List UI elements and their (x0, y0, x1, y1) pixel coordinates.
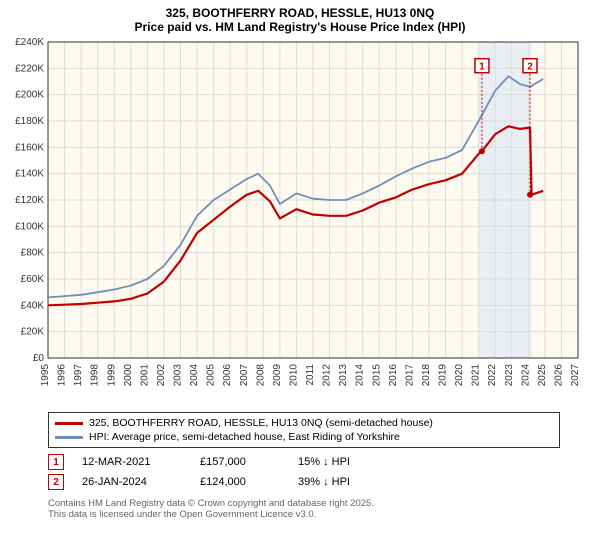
svg-text:£120K: £120K (15, 195, 44, 206)
svg-text:2009: 2009 (272, 364, 283, 387)
sale-diff: 15% ↓ HPI (298, 456, 398, 468)
sale-row: 1 12-MAR-2021 £157,000 15% ↓ HPI (48, 452, 560, 472)
svg-text:2008: 2008 (255, 364, 266, 387)
legend-swatch (55, 422, 83, 425)
svg-text:2026: 2026 (553, 364, 564, 387)
sale-date: 12-MAR-2021 (82, 456, 182, 468)
svg-text:1998: 1998 (90, 364, 101, 387)
line-chart: £0£20K£40K£60K£80K£100K£120K£140K£160K£1… (48, 36, 578, 406)
legend-label: 325, BOOTHFERRY ROAD, HESSLE, HU13 0NQ (… (89, 417, 433, 429)
sale-diff: 39% ↓ HPI (298, 476, 398, 488)
svg-text:£40K: £40K (21, 300, 45, 311)
svg-text:2022: 2022 (487, 364, 498, 387)
sale-row: 2 26-JAN-2024 £124,000 39% ↓ HPI (48, 472, 560, 492)
svg-text:£60K: £60K (21, 274, 45, 285)
svg-text:£180K: £180K (15, 116, 44, 127)
svg-text:£20K: £20K (21, 327, 45, 338)
chart-container: 325, BOOTHFERRY ROAD, HESSLE, HU13 0NQ P… (0, 0, 600, 560)
svg-text:£240K: £240K (15, 37, 44, 48)
svg-text:2015: 2015 (371, 364, 382, 387)
svg-text:2025: 2025 (537, 364, 548, 387)
legend-item: 325, BOOTHFERRY ROAD, HESSLE, HU13 0NQ (… (55, 416, 553, 430)
svg-text:2007: 2007 (239, 364, 250, 387)
svg-text:£160K: £160K (15, 142, 44, 153)
svg-text:2012: 2012 (322, 364, 333, 387)
svg-text:1999: 1999 (106, 364, 117, 387)
svg-text:2005: 2005 (206, 364, 217, 387)
svg-text:2004: 2004 (189, 364, 200, 387)
svg-text:1995: 1995 (40, 364, 51, 387)
svg-text:£200K: £200K (15, 90, 44, 101)
svg-text:2013: 2013 (338, 364, 349, 387)
svg-text:£0: £0 (33, 353, 45, 364)
svg-text:2001: 2001 (139, 364, 150, 387)
footer: Contains HM Land Registry data © Crown c… (48, 498, 560, 521)
sale-price: £157,000 (200, 456, 280, 468)
chart-area: £0£20K£40K£60K£80K£100K£120K£140K£160K£1… (48, 36, 578, 406)
svg-text:2017: 2017 (404, 364, 415, 387)
svg-text:1: 1 (479, 62, 485, 73)
svg-text:2006: 2006 (222, 364, 233, 387)
svg-text:£80K: £80K (21, 248, 45, 259)
sale-marker: 2 (48, 474, 64, 490)
svg-text:2000: 2000 (123, 364, 134, 387)
svg-text:£100K: £100K (15, 221, 44, 232)
svg-text:2016: 2016 (388, 364, 399, 387)
svg-text:£220K: £220K (15, 63, 44, 74)
svg-text:2020: 2020 (454, 364, 465, 387)
svg-text:2023: 2023 (504, 364, 515, 387)
title-line1: 325, BOOTHFERRY ROAD, HESSLE, HU13 0NQ (0, 6, 600, 20)
svg-text:2003: 2003 (173, 364, 184, 387)
svg-text:£140K: £140K (15, 169, 44, 180)
sale-marker: 1 (48, 454, 64, 470)
footer-line1: Contains HM Land Registry data © Crown c… (48, 498, 560, 509)
legend-swatch (55, 436, 83, 439)
svg-text:2011: 2011 (305, 364, 316, 386)
title-block: 325, BOOTHFERRY ROAD, HESSLE, HU13 0NQ P… (0, 0, 600, 36)
svg-text:2002: 2002 (156, 364, 167, 387)
svg-text:2019: 2019 (438, 364, 449, 387)
svg-text:2021: 2021 (471, 364, 482, 387)
footer-line2: This data is licensed under the Open Gov… (48, 509, 560, 520)
legend: 325, BOOTHFERRY ROAD, HESSLE, HU13 0NQ (… (48, 412, 560, 448)
svg-text:1997: 1997 (73, 364, 84, 387)
sale-date: 26-JAN-2024 (82, 476, 182, 488)
sale-price: £124,000 (200, 476, 280, 488)
sales-table: 1 12-MAR-2021 £157,000 15% ↓ HPI 2 26-JA… (48, 452, 560, 492)
svg-text:2018: 2018 (421, 364, 432, 387)
svg-text:2014: 2014 (355, 364, 366, 387)
svg-text:2: 2 (527, 62, 533, 73)
svg-text:2024: 2024 (520, 364, 531, 387)
title-line2: Price paid vs. HM Land Registry's House … (0, 20, 600, 34)
legend-item: HPI: Average price, semi-detached house,… (55, 430, 553, 444)
svg-text:2027: 2027 (570, 364, 581, 387)
svg-text:1996: 1996 (57, 364, 68, 387)
svg-text:2010: 2010 (288, 364, 299, 387)
legend-label: HPI: Average price, semi-detached house,… (89, 431, 400, 443)
